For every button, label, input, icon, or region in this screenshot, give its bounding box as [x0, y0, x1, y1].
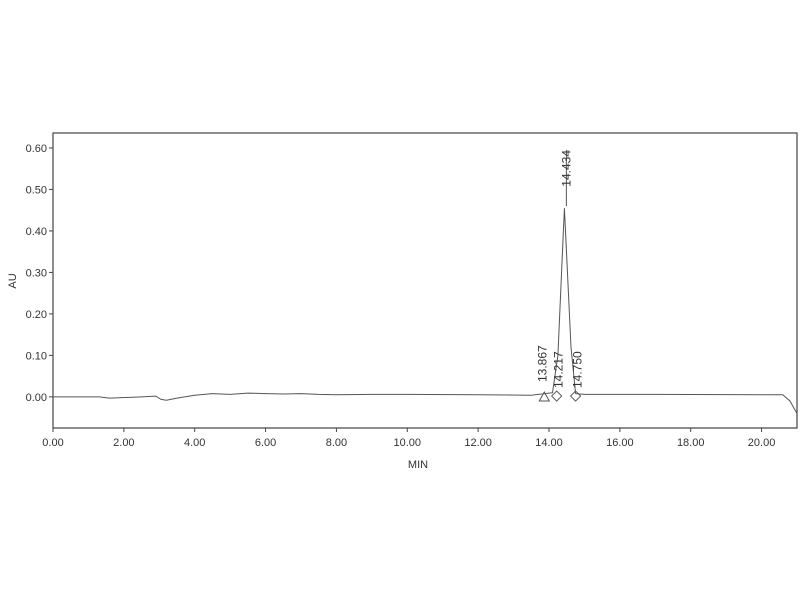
peak-boundary-marker — [569, 390, 582, 402]
x-tick-label: 16.00 — [606, 437, 634, 449]
x-tick-label: 6.00 — [255, 437, 276, 449]
x-tick-label: 10.00 — [394, 437, 422, 449]
peak-label: 13.867 — [535, 345, 549, 382]
x-tick-label: 18.00 — [677, 437, 705, 449]
y-tick-label: 0.30 — [26, 267, 47, 279]
chromatogram-trace — [53, 208, 798, 414]
peak-start-marker — [538, 391, 551, 402]
y-tick-label: 0.40 — [26, 226, 47, 238]
y-tick-label: 0.10 — [26, 350, 47, 362]
x-tick-label: 8.00 — [326, 437, 347, 449]
x-axis-label: MIN — [408, 459, 428, 471]
peak-boundary-marker — [550, 390, 563, 402]
y-axis-label: AU — [7, 273, 19, 288]
x-tick-label: 0.00 — [42, 437, 63, 449]
peak-label: 14.434 — [559, 150, 573, 187]
x-tick-label: 20.00 — [748, 437, 776, 449]
y-tick-label: 0.50 — [26, 184, 47, 196]
y-tick-label: 0.00 — [26, 392, 47, 404]
peak-label: 14.750 — [571, 351, 585, 388]
x-tick-label: 14.00 — [535, 437, 563, 449]
peak-label: 14.217 — [552, 351, 566, 388]
y-tick-label: 0.60 — [26, 143, 47, 155]
x-tick-label: 4.00 — [184, 437, 205, 449]
y-tick-label: 0.20 — [26, 309, 47, 321]
x-tick-label: 2.00 — [113, 437, 134, 449]
x-tick-label: 12.00 — [464, 437, 492, 449]
plot-frame — [52, 132, 798, 429]
